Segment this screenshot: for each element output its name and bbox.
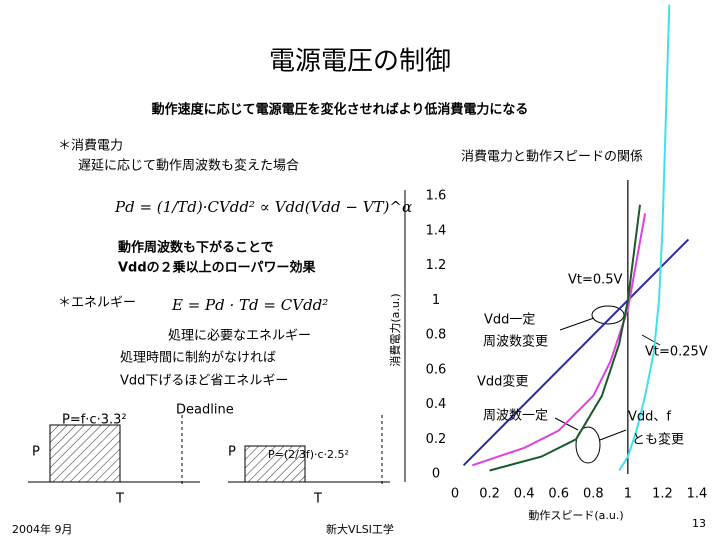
energy-line: 処理時間に制約がなければ [120,351,276,366]
power-label: P=f·c·3.3² [62,413,127,428]
x-tick-label: 0.6 [548,487,569,502]
series-line [462,238,690,467]
x-tick-label: 0 [451,487,459,502]
deadline-label: Deadline [176,403,234,418]
y-tick-label: 0.8 [426,328,447,343]
annotation-ellipse [575,426,601,464]
x-tick-label: 1 [624,487,632,502]
effect-line: 動作周波数も下がることで [118,240,274,256]
y-tick-label: 1 [432,293,440,308]
annotation: Vt=0.25V [645,345,708,360]
y-tick-label: 1.4 [426,223,447,238]
y-tick-label: 0.4 [426,397,447,412]
energy-formula: E = Pd · Td = CVdd² [171,296,328,314]
series-line [618,4,671,472]
y-tick-label: 0.2 [426,432,447,447]
y-axis-label: 消費電力(a.u.) [388,293,402,366]
annotation-arrow [599,429,627,441]
axis-label: P [228,445,236,460]
annotation-arrow [641,334,661,346]
series-line [489,204,641,472]
power-note: 遅延に応じて動作周波数も変えた場合 [78,158,299,174]
slide-subtitle: 動作速度に応じて電源電圧を変化させればより低消費電力になる [152,102,529,118]
slide-title: 電源電圧の制御 [269,47,451,77]
x-axis-label: 動作スピード(a.u.) [528,508,623,522]
axis-label: P [32,445,40,460]
annotation: Vdd、f [628,410,671,425]
x-tick-label: 1.2 [652,487,673,502]
power-label: P=(2/3f)·c·2.5² [268,448,349,461]
footer-course: 新大VLSI工学 [326,522,394,536]
energy-line: Vdd下げるほど省エネルギー [120,374,288,389]
annotation: Vdd一定 [484,313,535,328]
hatched-box [49,424,121,483]
axis-label: T [313,492,322,507]
series-line [471,213,647,467]
annotation: Vt=0.5V [568,273,623,288]
annotation: 周波数変更 [483,334,548,350]
power-formula: Pd = (1/Td)·CVdd² ∝ Vdd(Vdd − VT)^α [114,198,412,216]
energy-line: 処理に必要なエネルギー [168,329,311,344]
effect-line: Vddの２乗以上のローパワー効果 [118,260,316,276]
page-number: 13 [692,517,706,530]
chart-title: 消費電力と動作スピードの関係 [461,150,643,165]
y-tick-label: 1.2 [426,258,447,273]
x-tick-label: 1.4 [687,487,708,502]
y-tick-label: 0 [432,467,440,482]
axis-label: T [115,492,124,507]
y-tick-label: 0.6 [426,362,447,377]
energy-heading: ＊エネルギー [58,296,136,311]
annotation: Vdd変更 [477,374,528,390]
annotation: 周波数一定 [483,409,548,424]
footer-date: 2004年 9月 [12,522,73,536]
x-tick-label: 0.2 [479,487,500,502]
x-tick-label: 0.4 [514,487,535,502]
annotation: とも変更 [632,432,684,448]
power-heading: ＊消費電力 [58,139,123,154]
annotation-arrow [559,317,595,331]
y-tick-label: 1.6 [426,189,447,204]
x-tick-label: 0.8 [583,487,604,502]
